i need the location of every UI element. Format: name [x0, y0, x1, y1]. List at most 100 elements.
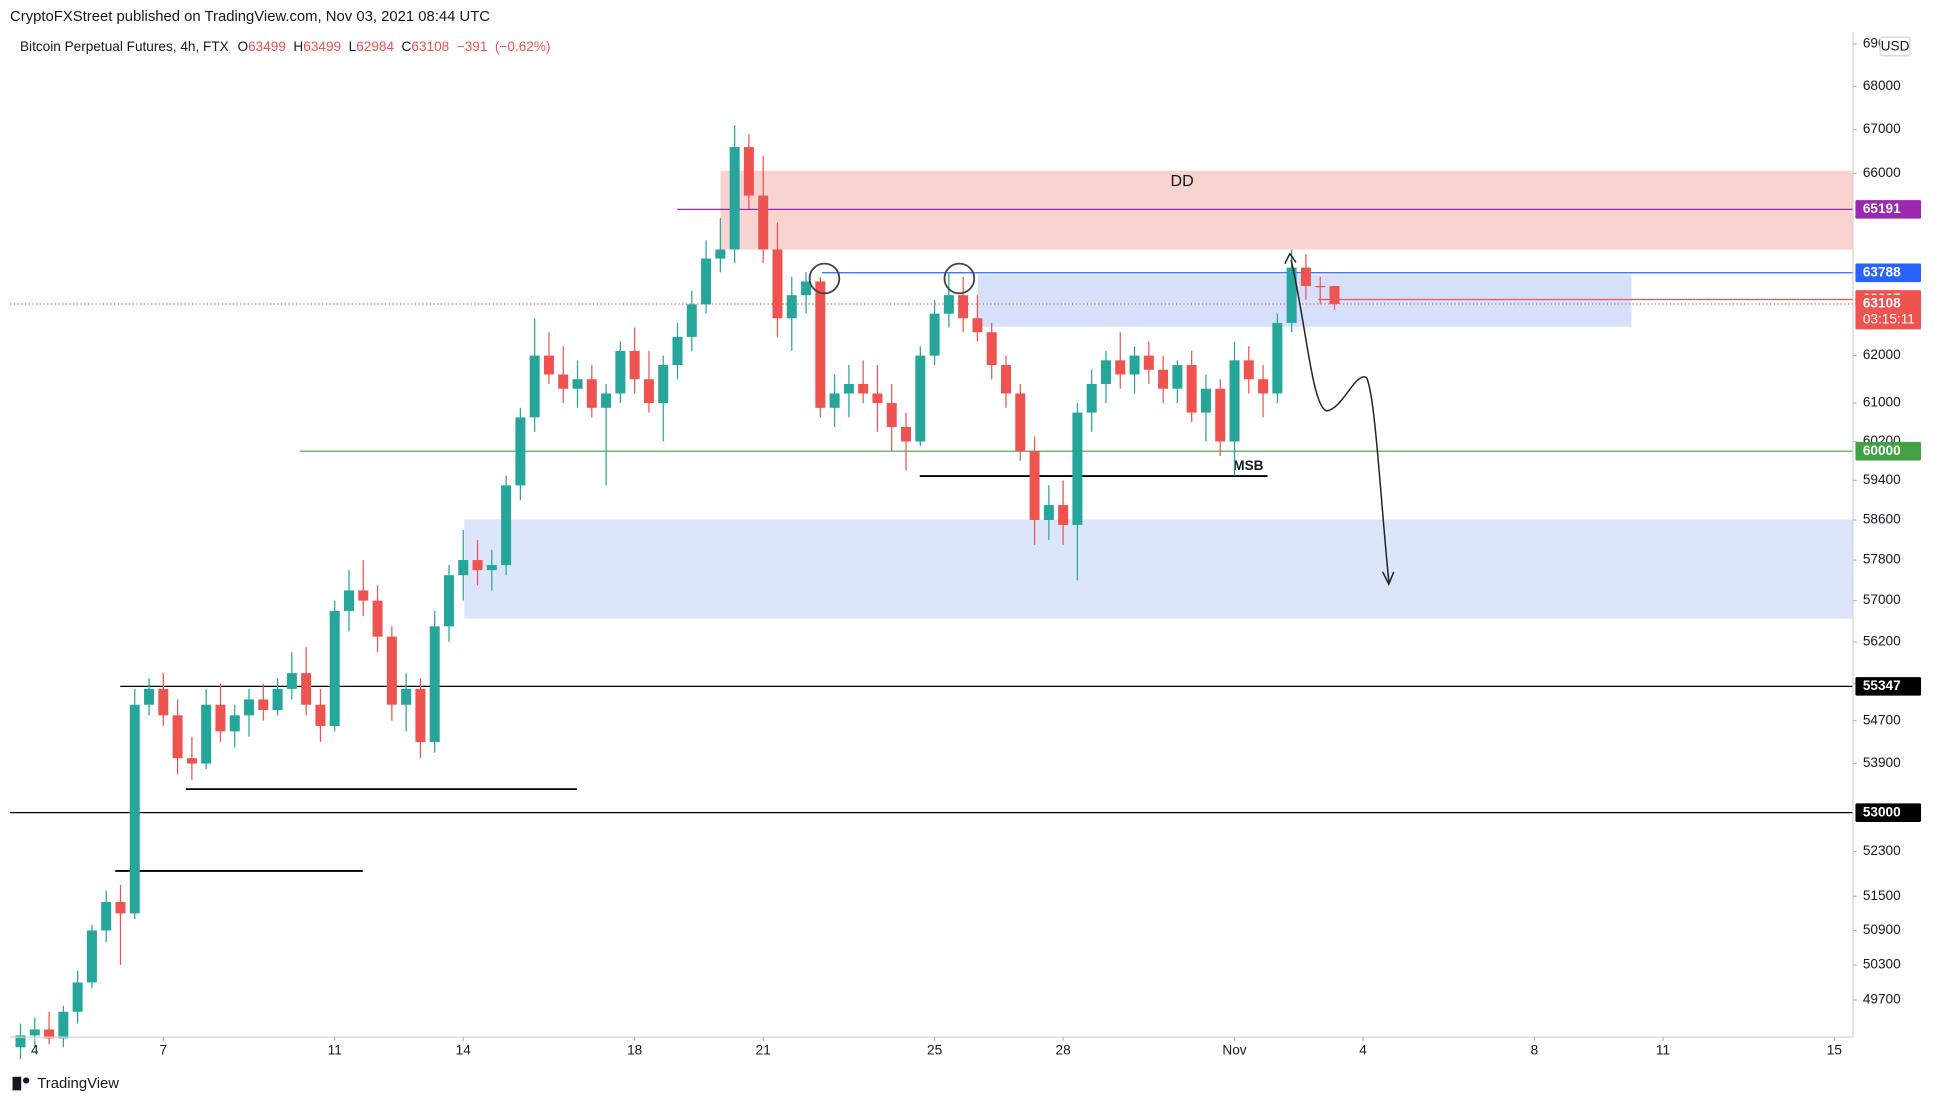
candle-body: [186, 758, 197, 764]
candle-body: [358, 590, 369, 601]
candle-body: [1329, 286, 1340, 305]
x-tick-label: 25: [927, 1042, 942, 1057]
candle-body: [1043, 505, 1054, 520]
candle-body: [115, 901, 126, 914]
y-tick-label: 53900: [1863, 755, 1901, 770]
candle-body: [372, 600, 383, 637]
candle-body: [1258, 379, 1269, 394]
arrow-head: [1284, 252, 1297, 264]
arrow-head: [1381, 571, 1395, 586]
candle-body: [772, 249, 783, 319]
candle-body: [672, 336, 683, 366]
candle-body: [329, 610, 340, 726]
price-badge: [1855, 803, 1922, 822]
candle-body: [1058, 505, 1069, 525]
candle-body: [486, 565, 497, 571]
x-tick-label: 15: [1827, 1042, 1842, 1057]
price-badge-label: 63788: [1863, 264, 1901, 279]
candle-body: [1286, 267, 1297, 323]
legend-value: 62984: [356, 39, 394, 54]
price-badge: [1855, 200, 1922, 219]
candle-body: [1129, 355, 1140, 375]
currency-button[interactable]: [1879, 36, 1911, 57]
footer: TradingView: [37, 1076, 119, 1092]
candle-body: [586, 379, 597, 408]
candle-body: [272, 688, 283, 711]
header: CryptoFXStreet published on TradingView.…: [10, 9, 490, 25]
candle-body: [101, 901, 112, 931]
candle-body: [715, 249, 726, 259]
y-tick-label: 51500: [1863, 888, 1901, 903]
price-axis: 6900068000670006600062000610006020059400…: [31, 36, 1922, 1057]
candle-body: [1000, 365, 1011, 394]
y-tick-label: 66000: [1863, 165, 1901, 180]
candle-body: [729, 147, 740, 250]
candle-body: [86, 930, 97, 983]
candle-body: [1272, 322, 1283, 394]
legend-label: L: [349, 39, 357, 54]
x-tick-label: 4: [1359, 1042, 1367, 1057]
candle-body: [958, 295, 969, 319]
price-badge-label: 55347: [1863, 678, 1901, 693]
legend-label: O: [237, 39, 248, 54]
countdown: 03:15:11: [1863, 312, 1915, 327]
legend-value: 63499: [303, 39, 341, 54]
candle-body: [701, 258, 712, 305]
candle-body: [543, 355, 554, 375]
candle-body: [1015, 393, 1026, 452]
plot-area: DD MSB: [10, 125, 1853, 1060]
candle-body: [15, 1035, 26, 1048]
candle-body: [558, 374, 569, 389]
x-tick-label: 21: [756, 1042, 771, 1057]
price-badge-label: 60000: [1863, 443, 1901, 458]
currency: USD: [1881, 39, 1910, 54]
candle-body: [58, 1011, 69, 1039]
candle-body: [301, 673, 312, 705]
x-tick-label: Nov: [1222, 1042, 1246, 1057]
candle-body: [1172, 365, 1183, 389]
price-badge-label: 53000: [1863, 804, 1901, 819]
y-tick-label: 67000: [1863, 121, 1901, 136]
candle-body: [286, 673, 297, 689]
candle-body: [458, 560, 469, 576]
x-tick-label: 18: [627, 1042, 642, 1057]
candle-body: [1143, 355, 1154, 370]
candle-body: [1215, 388, 1226, 442]
candle-body: [215, 704, 226, 732]
candle-body: [801, 281, 812, 296]
x-tick-label: 11: [328, 1042, 342, 1057]
candle-body: [72, 982, 83, 1012]
circle-annotation: [808, 262, 841, 295]
candle-body: [686, 304, 697, 337]
zone: [464, 519, 1853, 619]
price-badge: [1855, 294, 1922, 330]
legend-label: H: [293, 39, 303, 54]
y-tick-label: 50900: [1863, 922, 1901, 937]
footer-logo: [12, 1076, 30, 1091]
candle-body: [915, 355, 926, 442]
candle-body: [315, 704, 326, 726]
x-tick-label: 28: [1056, 1042, 1071, 1057]
y-tick-label: 49700: [1863, 992, 1901, 1007]
candle-body: [158, 688, 169, 716]
legend-change-pct: (−0.62%): [495, 39, 551, 54]
candle-body: [1229, 360, 1240, 442]
candle-body: [401, 688, 412, 705]
candle-body: [415, 688, 426, 743]
candle-body: [44, 1029, 55, 1039]
y-tick-label: 58600: [1863, 512, 1901, 527]
candle-body: [201, 704, 212, 764]
zone: [720, 170, 1853, 250]
y-tick-label: 56200: [1863, 633, 1901, 648]
candle-body: [786, 295, 797, 319]
y-tick-label: 57000: [1863, 592, 1901, 607]
candle-body: [515, 417, 526, 486]
circle-annotation: [943, 262, 976, 295]
candle-body: [615, 350, 626, 394]
candle-body: [929, 313, 940, 356]
price-badge-label: 65191: [1863, 201, 1901, 216]
y-tick-label: 50300: [1863, 957, 1901, 972]
candle-body: [601, 393, 612, 408]
zone-label: DD: [1171, 172, 1194, 190]
